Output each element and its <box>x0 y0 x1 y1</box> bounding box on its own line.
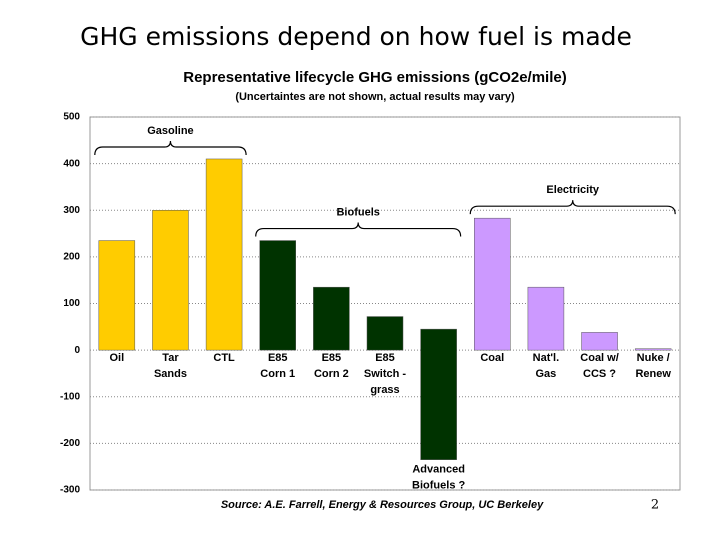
x-tick-label: Oil <box>109 352 124 364</box>
bar <box>527 286 565 351</box>
chart-title: Representative lifecycle GHG emissions (… <box>183 69 566 86</box>
x-tick-label: Biofuels ? <box>412 480 465 492</box>
x-tick-label: Switch - <box>364 368 407 380</box>
x-tick-label: E85 <box>268 352 288 364</box>
x-tick-label: grass <box>370 384 399 396</box>
slide-title: GHG emissions depend on how fuel is made <box>80 22 632 51</box>
source: Source: A.E. Farrell, Energy & Resources… <box>221 499 544 511</box>
group-bracket <box>255 222 462 237</box>
x-tick-label: CCS ? <box>583 368 616 380</box>
x-tick-label: Corn 2 <box>314 368 349 380</box>
x-tick-label: Sands <box>154 368 187 380</box>
bar <box>634 348 672 351</box>
x-tick-label: E85 <box>375 352 395 364</box>
x-tick-label: Tar <box>162 352 179 364</box>
bar <box>205 158 243 351</box>
y-tick-label: 0 <box>74 345 80 356</box>
x-tick-label: Nuke / <box>637 352 670 364</box>
y-tick-label: -100 <box>60 391 80 402</box>
x-tick-label: CTL <box>213 352 235 364</box>
page-number: 2 <box>651 498 659 513</box>
bar <box>420 328 457 460</box>
x-tick-label: Corn 1 <box>260 368 295 380</box>
x-tick-label: Coal <box>480 352 504 364</box>
x-tick-label: Nat'l. <box>533 352 559 364</box>
bar <box>474 217 511 351</box>
group-label: Electricity <box>546 184 599 196</box>
group-label: Gasoline <box>147 125 193 137</box>
y-tick-label: -200 <box>60 438 80 449</box>
group-bracket <box>94 140 247 155</box>
bar <box>259 240 296 351</box>
y-tick-label: -300 <box>60 485 80 496</box>
group-bracket <box>469 200 676 215</box>
x-tick-label: E85 <box>322 352 342 364</box>
bar <box>313 286 350 351</box>
bar <box>581 332 618 351</box>
bar <box>98 240 136 351</box>
group-label: Biofuels <box>336 206 379 218</box>
x-tick-label: Gas <box>536 368 557 380</box>
x-tick-label: Advanced <box>412 464 465 476</box>
chart-subtitle: (Uncertaintes are not shown, actual resu… <box>235 91 515 103</box>
x-tick-label: Renew <box>635 368 671 380</box>
y-tick-label: 500 <box>63 112 80 123</box>
y-tick-label: 100 <box>63 298 80 309</box>
y-tick-label: 400 <box>63 158 80 169</box>
x-tick-label: Coal w/ <box>580 352 619 364</box>
y-tick-label: 200 <box>63 252 80 263</box>
y-tick-label: 300 <box>63 205 80 216</box>
bar <box>152 210 189 351</box>
bar <box>366 316 404 351</box>
